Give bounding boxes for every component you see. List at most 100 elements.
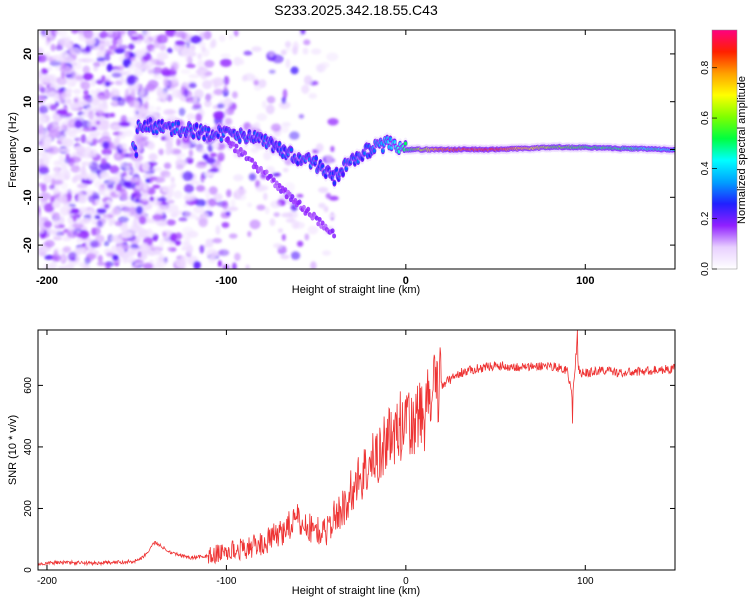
spectrogram-noise-blob: [233, 56, 242, 66]
spectrogram-noise-blob: [147, 141, 155, 150]
spectrogram-noise-blob: [157, 204, 167, 214]
spectrogram-branch-mark: [254, 164, 259, 170]
spectrogram-noise-blob: [148, 153, 158, 161]
spectrogram-noise-blob: [224, 117, 233, 126]
spectrogram-noise-blob: [298, 114, 305, 119]
spectrogram-noise-blob: [328, 195, 339, 201]
spectrogram-noise-blob: [174, 259, 187, 268]
spectrogram-branch-mark: [264, 169, 269, 175]
colorbar-tick-label: 0.8: [700, 60, 711, 74]
spectrogram-noise-blob: [280, 49, 287, 56]
spectrogram-noise-blob: [128, 97, 135, 108]
spectrogram-noise-blob: [228, 233, 238, 239]
spectrogram-ridge-core: [281, 153, 285, 158]
spectrogram-noise-blob: [117, 247, 125, 257]
spectrogram-ridge-core: [344, 166, 348, 171]
spectrogram-noise-blob: [325, 154, 334, 164]
spectrogram-ridge-core: [175, 127, 179, 132]
spectrogram-noise-blob: [141, 161, 150, 172]
spectrogram-noise-blob: [114, 48, 126, 54]
spectrogram-noise-blob: [212, 238, 223, 244]
spectrogram-noise-blob: [69, 47, 81, 55]
snr-series-line: [38, 330, 675, 567]
spectrogram-branch-mark: [301, 204, 306, 210]
spectrogram-noise-blob: [142, 262, 153, 269]
spectrogram-noise-blob: [61, 204, 72, 214]
snr-y-ticks: 0 200 400 600: [23, 377, 675, 573]
spectrogram-branch-mark: [287, 191, 292, 197]
spectrogram-noise-blob: [219, 34, 226, 43]
spectrogram-noise-blob: [318, 187, 329, 193]
spectrogram-noise-blob: [170, 176, 175, 183]
spectrogram-noise-blob: [111, 234, 123, 243]
spectrogram-noise-blob: [202, 243, 214, 248]
spectrogram-noise-blob: [195, 69, 208, 75]
spectrogram-noise-blob: [38, 158, 44, 166]
spectrogram-ridge-core: [327, 167, 331, 172]
spectrogram-noise-blob: [108, 45, 118, 50]
spectrogram-noise-blob: [243, 73, 255, 81]
colorbar-tick-label: 0.4: [700, 161, 711, 175]
spectrogram-noise-blob: [91, 100, 101, 107]
spectrogram-ridge-core: [133, 146, 137, 151]
spectrogram-branch-mark: [293, 198, 298, 203]
spectrogram-ridge-core: [363, 151, 367, 156]
spectrogram-noise-blob: [38, 48, 43, 55]
spectrogram-noise-blob: [53, 30, 61, 35]
spectrogram-noise-blob: [90, 77, 96, 87]
spectrogram-noise-blob: [111, 72, 122, 78]
spectrogram-noise-blob: [68, 157, 75, 167]
spectrogram-noise-blob: [300, 30, 306, 35]
spectrogram-noise-blob: [72, 214, 77, 222]
spectrogram-noise-blob: [195, 163, 207, 169]
spectrogram-noise-blob: [61, 164, 68, 173]
spectrogram-noise-blob: [141, 191, 150, 198]
spectrogram-branch-mark: [290, 194, 295, 200]
spectrogram-noise-blob: [149, 176, 158, 181]
spectrogram-noise-blob: [112, 38, 118, 46]
spectrogram-noise-blob: [263, 192, 268, 201]
spectrogram-noise-blob: [66, 77, 75, 88]
spectrogram-ridge-core: [372, 148, 376, 153]
spectrogram-noise-blob: [118, 130, 127, 139]
spectrogram-ridge-core: [205, 132, 209, 137]
spectrogram-noise-blob: [220, 58, 232, 67]
spectrogram-noise-blob: [79, 206, 84, 214]
spectrogram-noise-blob: [221, 200, 229, 210]
spectrogram-noise-blob: [38, 105, 49, 114]
spectrogram-noise-blob: [103, 240, 110, 247]
spectrogram-noise: [38, 30, 339, 269]
spectrogram-noise-blob: [182, 171, 194, 182]
spectrogram-noise-blob: [56, 195, 69, 203]
spectrogram-noise-blob: [96, 57, 106, 62]
spectrogram-noise-blob: [210, 38, 217, 48]
spectrogram-noise-blob: [106, 252, 115, 257]
spectrogram-noise-blob: [165, 147, 172, 156]
spectrogram-noise-blob: [73, 137, 81, 142]
spectrogram-noise-blob: [82, 65, 91, 74]
spectrogram-ridge-core: [207, 127, 210, 132]
spectrogram-noise-blob: [86, 253, 97, 260]
spectrogram-noise-blob: [49, 60, 62, 67]
spectrogram-noise-blob: [128, 43, 135, 50]
spectrogram-noise-blob: [79, 229, 90, 240]
x-tick-label: -200: [36, 275, 58, 287]
spectrogram-noise-blob: [217, 260, 222, 267]
spectrogram-noise-blob: [212, 140, 219, 150]
spectrogram-noise-blob: [38, 249, 47, 257]
spectrogram-noise-blob: [61, 91, 68, 100]
spectrogram-noise-blob: [255, 180, 261, 188]
spectrogram-noise-blob: [46, 91, 59, 98]
spectrogram-noise-blob: [50, 229, 57, 236]
spectrogram-branch-mark: [250, 157, 255, 163]
spectrogram-noise-blob: [99, 171, 110, 180]
spectrogram-noise-blob: [82, 94, 89, 100]
colorbar-tick-label: 0.6: [700, 111, 711, 125]
spectrogram-noise-blob: [48, 128, 60, 138]
spectrogram-noise-blob: [326, 52, 339, 62]
spectrogram-noise-blob: [117, 65, 125, 71]
spectrogram-noise-blob: [53, 166, 59, 172]
spectrogram-noise-blob: [277, 228, 284, 234]
spectrogram-noise-blob: [42, 174, 53, 184]
spectrogram-noise-blob: [62, 236, 72, 242]
